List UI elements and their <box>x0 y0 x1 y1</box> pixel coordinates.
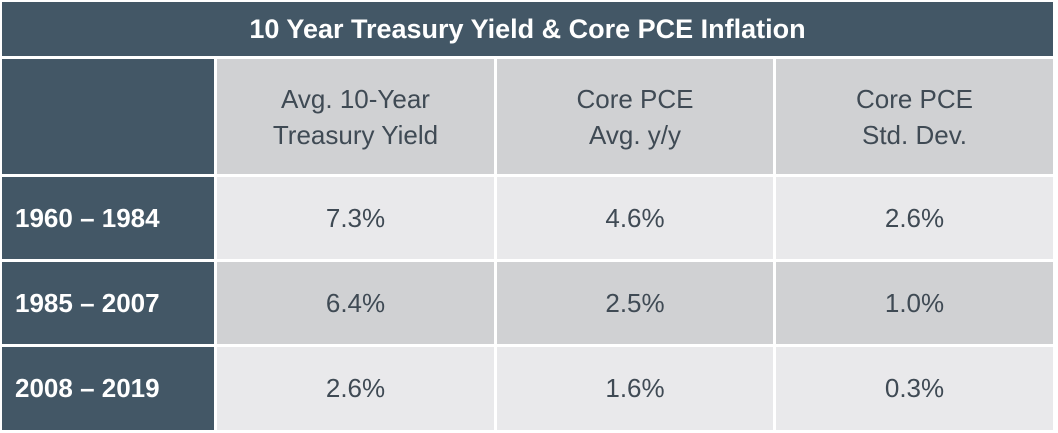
row-header: 2008 – 2019 <box>2 347 214 430</box>
column-header-core-pce-std-dev: Core PCE Std. Dev. <box>776 59 1053 174</box>
table-title: 10 Year Treasury Yield & Core PCE Inflat… <box>2 2 1053 56</box>
table-cell: 1.0% <box>776 262 1053 344</box>
column-header-line: Avg. 10-Year <box>281 83 430 114</box>
table-cell: 7.3% <box>217 177 494 259</box>
column-header-core-pce-avg: Core PCE Avg. y/y <box>497 59 773 174</box>
corner-cell <box>2 59 214 174</box>
table-cell: 6.4% <box>217 262 494 344</box>
row-header: 1985 – 2007 <box>2 262 214 344</box>
column-header-line: Core PCE <box>855 83 974 114</box>
column-header-line: Std. Dev. <box>861 119 967 150</box>
table-cell: 4.6% <box>497 177 773 259</box>
column-header-line: Avg. y/y <box>588 119 681 150</box>
table-cell: 2.5% <box>497 262 773 344</box>
table-cell: 2.6% <box>776 177 1053 259</box>
column-header-treasury-yield: Avg. 10-Year Treasury Yield <box>217 59 494 174</box>
table-cell: 2.6% <box>217 347 494 430</box>
row-header: 1960 – 1984 <box>2 177 214 259</box>
column-header-line: Treasury Yield <box>272 119 439 150</box>
table-cell: 1.6% <box>497 347 773 430</box>
table-cell: 0.3% <box>776 347 1053 430</box>
column-header-line: Core PCE <box>576 83 694 114</box>
